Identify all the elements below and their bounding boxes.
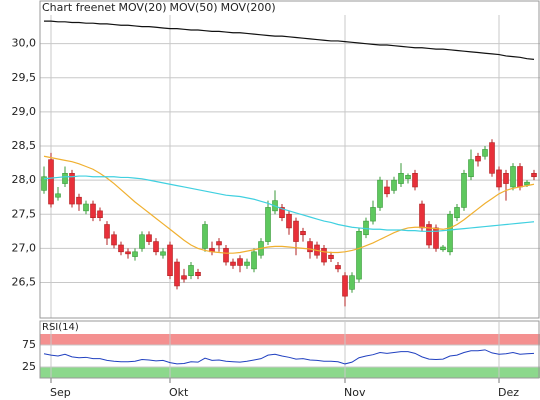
candle-body bbox=[188, 265, 194, 276]
candle-body bbox=[454, 207, 460, 218]
candle-body bbox=[223, 248, 229, 263]
candle-body bbox=[412, 173, 418, 188]
rsi-line bbox=[43, 349, 535, 365]
candle-body bbox=[321, 248, 327, 263]
y-tick-label: 75 bbox=[22, 338, 36, 351]
candle-body bbox=[377, 179, 383, 208]
candle-body bbox=[111, 234, 117, 246]
candle-body bbox=[335, 265, 341, 270]
rsi-title: RSI(14) bbox=[42, 322, 79, 333]
candle-body bbox=[405, 175, 411, 180]
y-tick-label: 28,5 bbox=[12, 139, 37, 152]
candle-body bbox=[510, 166, 516, 188]
x-tick-label: Okt bbox=[169, 386, 189, 399]
candle-body bbox=[244, 261, 250, 266]
candle-body bbox=[461, 173, 467, 208]
y-tick-label: 29,0 bbox=[12, 105, 37, 118]
candle-body bbox=[419, 203, 425, 229]
overbought-band bbox=[40, 334, 540, 345]
candle-body bbox=[160, 251, 166, 256]
candle-body bbox=[153, 241, 159, 253]
candle-body bbox=[230, 261, 236, 266]
y-tick-label: 30,0 bbox=[12, 37, 37, 50]
candle-body bbox=[447, 213, 453, 253]
candle-body bbox=[468, 159, 474, 178]
candle-body bbox=[524, 181, 530, 186]
candle-body bbox=[237, 258, 243, 266]
candle-body bbox=[384, 186, 390, 195]
legend-entry: MOV(200) bbox=[221, 1, 276, 14]
x-tick-label: Dez bbox=[498, 386, 519, 399]
candle-body bbox=[391, 179, 397, 191]
candle-body bbox=[202, 224, 208, 249]
candle-body bbox=[146, 234, 152, 242]
candle-body bbox=[195, 271, 201, 276]
candle-body bbox=[216, 241, 222, 246]
candle-body bbox=[349, 275, 355, 290]
candle-body bbox=[125, 251, 131, 255]
candle-body bbox=[426, 224, 432, 246]
candle-body bbox=[132, 251, 138, 257]
candle-body bbox=[174, 261, 180, 287]
rsi-frame bbox=[39, 320, 540, 379]
candle-body bbox=[62, 173, 68, 184]
y-tick-label: 26,5 bbox=[12, 276, 37, 289]
candle-body bbox=[118, 244, 124, 253]
candle-body bbox=[496, 169, 502, 188]
candle-body bbox=[41, 176, 47, 191]
candle-body bbox=[76, 196, 82, 205]
candle-body bbox=[293, 220, 299, 242]
moving-average-line bbox=[43, 155, 535, 254]
legend-entry: MOV(50) bbox=[170, 1, 218, 14]
candle-body bbox=[482, 149, 488, 157]
candle-body bbox=[251, 251, 257, 270]
candle-body bbox=[69, 173, 75, 205]
candle-body bbox=[90, 203, 96, 218]
candle-body bbox=[97, 210, 103, 218]
candle-body bbox=[55, 193, 61, 198]
legend: Chart freenet MOV(20) MOV(50) MOV(200) bbox=[42, 1, 276, 14]
candle-body bbox=[307, 241, 313, 253]
chart-title: Chart freenet bbox=[42, 1, 116, 14]
candle-body bbox=[440, 246, 446, 251]
x-tick-label: Nov bbox=[344, 386, 366, 399]
moving-average-line bbox=[44, 20, 535, 60]
candle-body bbox=[531, 173, 537, 178]
candle-body bbox=[370, 207, 376, 222]
candle-body bbox=[342, 275, 348, 297]
candle-body bbox=[503, 173, 509, 184]
x-tick-label: Sep bbox=[50, 386, 71, 399]
candle-body bbox=[83, 203, 89, 212]
candle-body bbox=[356, 231, 362, 280]
candle-body bbox=[398, 173, 404, 184]
oversold-band bbox=[40, 367, 540, 378]
candle-body bbox=[167, 244, 173, 276]
y-tick-label: 29,5 bbox=[12, 71, 37, 84]
candle-body bbox=[279, 207, 285, 218]
candle-body bbox=[181, 275, 187, 280]
legend-entry: MOV(20) bbox=[118, 1, 166, 14]
candle-body bbox=[48, 159, 54, 205]
candle-body bbox=[489, 142, 495, 174]
candle-body bbox=[300, 231, 306, 236]
y-tick-label: 27,0 bbox=[12, 241, 37, 254]
moving-average-line bbox=[43, 175, 535, 232]
candle-body bbox=[139, 234, 145, 249]
y-tick-label: 28,0 bbox=[12, 173, 37, 186]
candle-body bbox=[328, 254, 334, 259]
y-tick-label: 25 bbox=[22, 360, 36, 373]
candle-body bbox=[265, 207, 271, 242]
plot-frame bbox=[39, 0, 540, 319]
candle-body bbox=[475, 155, 481, 162]
candle-body bbox=[286, 213, 292, 229]
candle-body bbox=[104, 224, 110, 239]
candle-body bbox=[433, 227, 439, 249]
candle-body bbox=[517, 166, 523, 188]
y-tick-label: 27,5 bbox=[12, 207, 37, 220]
